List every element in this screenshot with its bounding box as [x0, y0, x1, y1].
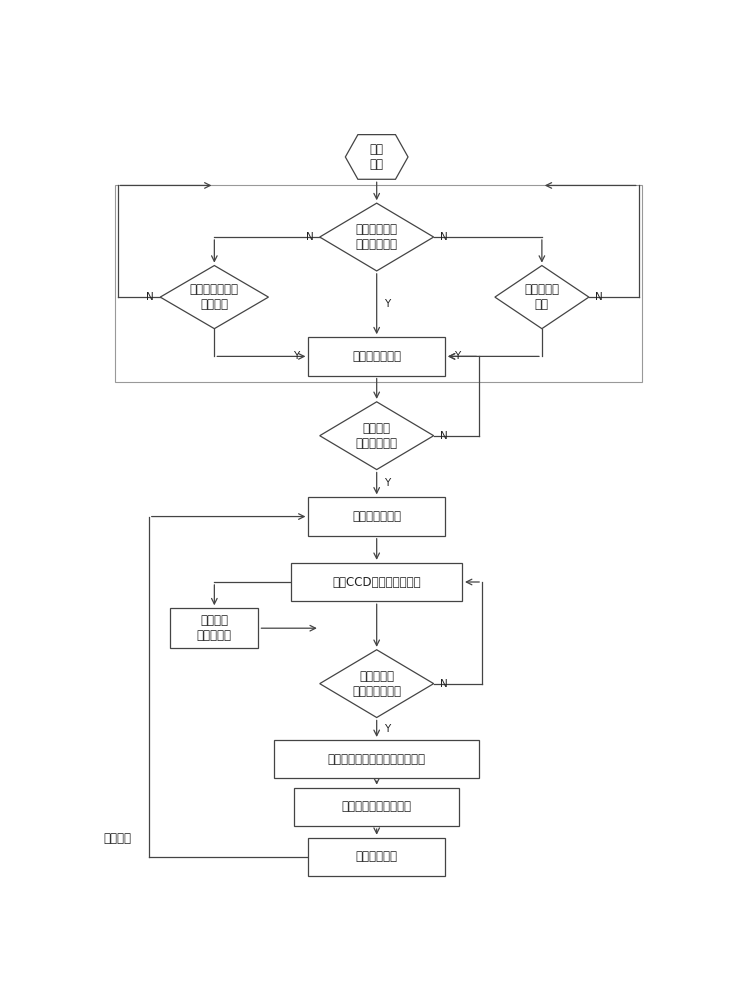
Polygon shape [320, 402, 434, 470]
Text: 检测大梁是否
放置合适位置: 检测大梁是否 放置合适位置 [356, 223, 398, 251]
Text: Y: Y [293, 351, 299, 361]
Bar [291, 563, 462, 601]
Text: N: N [306, 232, 313, 242]
Text: 测量结束: 测量结束 [103, 832, 132, 845]
Text: N: N [595, 292, 603, 302]
Text: 坐标转换、坐标归一化: 坐标转换、坐标归一化 [342, 800, 412, 813]
Text: N: N [440, 431, 448, 441]
Text: 检测摄像机是否
原点位置: 检测摄像机是否 原点位置 [190, 283, 239, 311]
Polygon shape [320, 650, 434, 718]
Text: 摄像机是否
移出大梁区域外: 摄像机是否 移出大梁区域外 [352, 670, 401, 698]
Bar [294, 788, 459, 826]
Text: N: N [440, 232, 448, 242]
Bar [274, 740, 479, 778]
Text: 圆孔特征提取（图像处理分析）: 圆孔特征提取（图像处理分析） [328, 753, 426, 766]
Bar [308, 497, 445, 536]
Text: 确保是否
全部准备就绪: 确保是否 全部准备就绪 [356, 422, 398, 450]
Text: 标准场是否
校正: 标准场是否 校正 [524, 283, 559, 311]
Text: Y: Y [384, 724, 390, 734]
Text: Y: Y [384, 299, 390, 309]
Text: 记录测量结果: 记录测量结果 [356, 850, 398, 863]
Polygon shape [160, 266, 268, 329]
Text: Y: Y [384, 478, 390, 488]
Bar [308, 337, 445, 376]
Bar [115, 185, 642, 382]
Text: 开机
准备: 开机 准备 [370, 143, 384, 171]
Text: Y: Y [454, 351, 461, 361]
Text: N: N [146, 292, 154, 302]
Polygon shape [320, 203, 434, 271]
Polygon shape [495, 266, 589, 329]
Bar [171, 608, 259, 648]
Text: 等待其他检测项: 等待其他检测项 [352, 350, 401, 363]
Text: 拍摄第一幅图像: 拍摄第一幅图像 [352, 510, 401, 523]
Polygon shape [345, 135, 408, 179]
Bar [308, 838, 445, 876]
Text: N: N [440, 679, 448, 689]
Text: 驱动CCD等间距拍摄图像: 驱动CCD等间距拍摄图像 [332, 576, 421, 588]
Text: 特征提取
读取二维码: 特征提取 读取二维码 [197, 614, 232, 642]
